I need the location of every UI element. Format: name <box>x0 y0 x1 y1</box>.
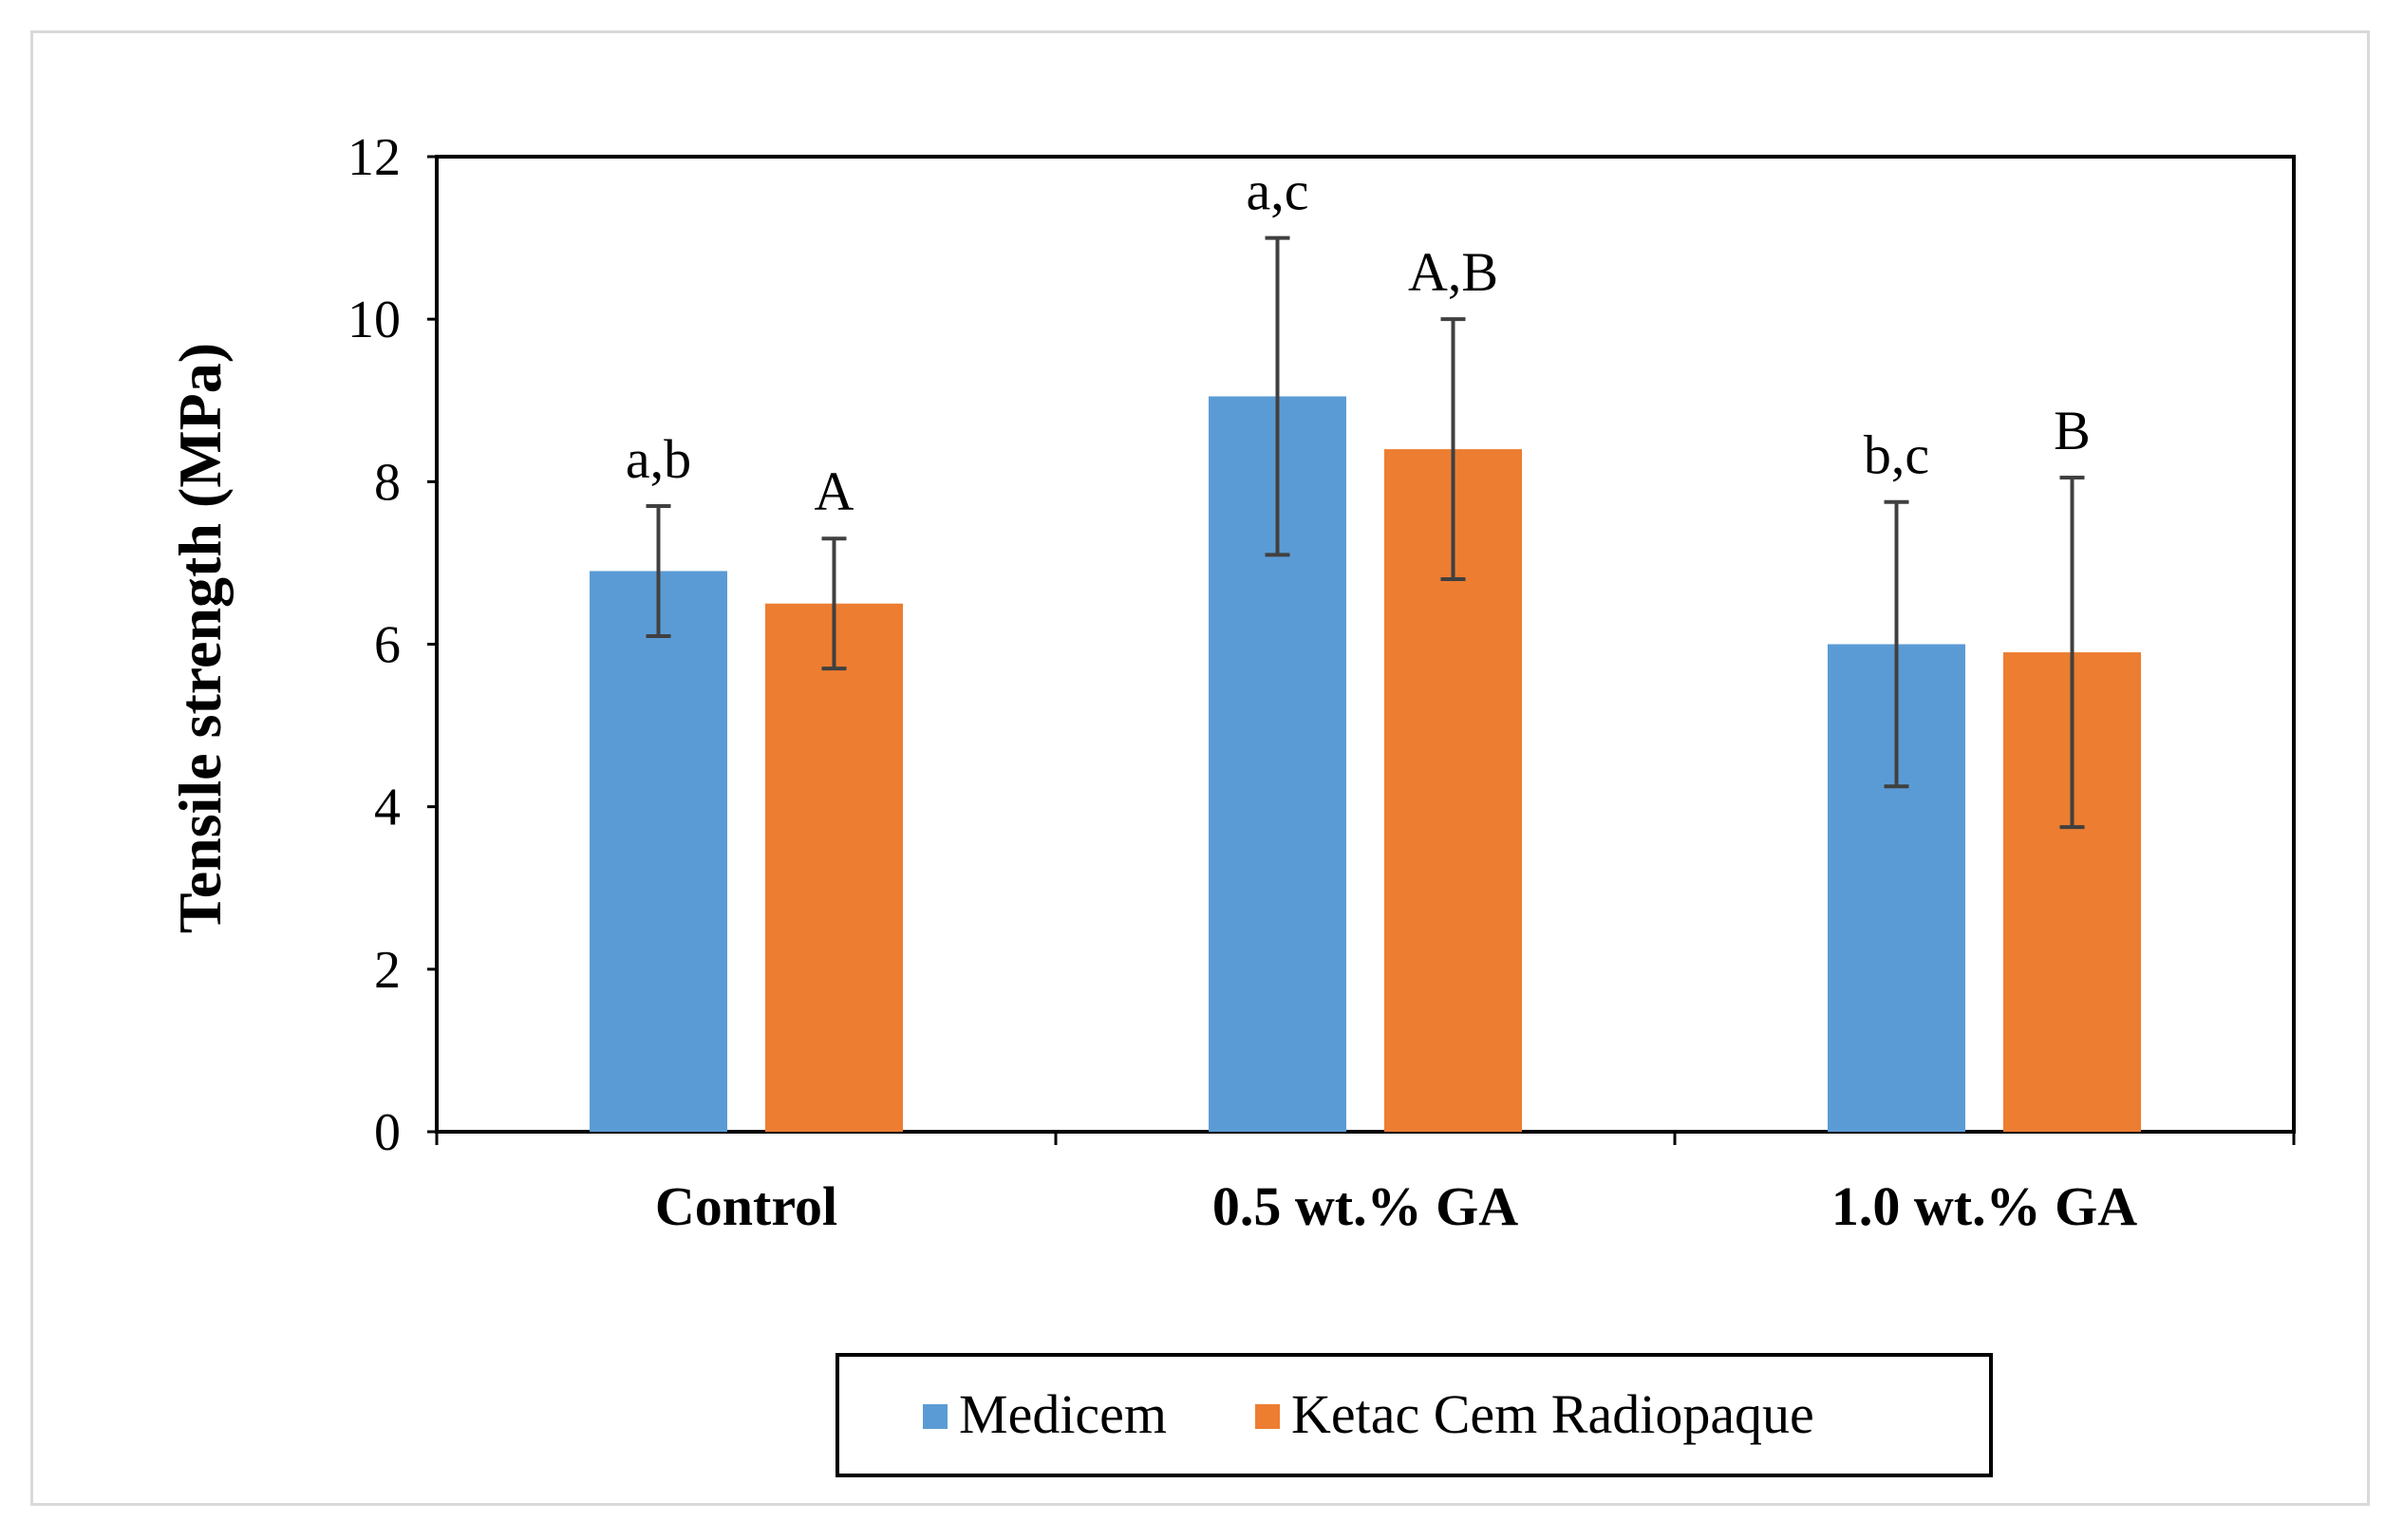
significance-label-1-1: A,B <box>1408 241 1498 303</box>
bar-0-0 <box>590 571 727 1132</box>
bar-1-0 <box>765 603 903 1132</box>
legend-label-1: Ketac Cem Radiopaque <box>1291 1383 1814 1445</box>
y-tick-label-4: 4 <box>374 779 401 837</box>
y-tick-label-6: 6 <box>374 616 401 675</box>
x-category-label-2: 1.0 wt.% GA <box>1831 1175 2137 1237</box>
y-tick-label-10: 10 <box>347 291 401 349</box>
x-axis: Control 0.5 wt.% GA 1.0 wt.% GA <box>435 1132 2296 1237</box>
y-axis: 0 2 4 6 8 10 12 <box>347 128 2296 1162</box>
chart-frame <box>30 30 2370 1506</box>
legend-box <box>835 1353 1993 1477</box>
legend-swatch-0 <box>923 1404 948 1429</box>
significance-labels: a,b a,c b,c A A,B B <box>626 160 2091 523</box>
y-axis-title: Tensile strength (MPa) <box>166 343 234 933</box>
y-tick-label-8: 8 <box>374 453 401 512</box>
significance-label-1-0: A <box>815 460 854 522</box>
significance-label-0-2: b,c <box>1864 424 1929 486</box>
x-category-label-1: 0.5 wt.% GA <box>1212 1175 1518 1237</box>
y-tick-label-0: 0 <box>374 1103 401 1162</box>
y-tick-label-2: 2 <box>374 941 401 1000</box>
y-tick-label-12: 12 <box>347 128 401 187</box>
significance-label-1-2: B <box>2054 400 2091 461</box>
legend-swatch-1 <box>1255 1404 1280 1429</box>
x-category-label-0: Control <box>655 1175 837 1237</box>
legend: Medicem Ketac Cem Radiopaque <box>835 1353 1993 1477</box>
legend-label-0: Medicem <box>959 1383 1167 1445</box>
significance-label-0-0: a,b <box>626 428 691 490</box>
significance-label-0-1: a,c <box>1247 160 1309 222</box>
error-bars <box>646 235 2085 830</box>
